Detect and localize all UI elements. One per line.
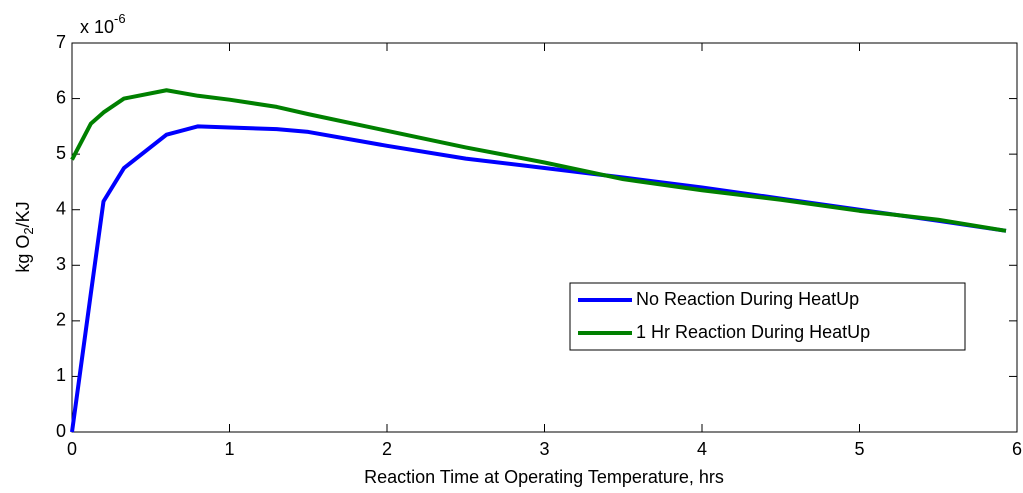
x-tick-label: 4 <box>697 439 707 459</box>
legend-label: No Reaction During HeatUp <box>636 289 859 309</box>
legend-label: 1 Hr Reaction During HeatUp <box>636 322 870 342</box>
y-multiplier: x 10-6 <box>80 11 126 36</box>
y-tick-label: 3 <box>56 254 66 274</box>
y-multiplier-base: x 10 <box>80 17 114 37</box>
y-label-sub: 2 <box>21 227 36 234</box>
x-axis-label: Reaction Time at Operating Temperature, … <box>364 467 724 487</box>
x-tick-label: 6 <box>1012 439 1022 459</box>
y-tick-label: 0 <box>56 421 66 441</box>
x-tick-label: 3 <box>539 439 549 459</box>
y-tick-label: 6 <box>56 87 66 107</box>
x-tick-label: 2 <box>382 439 392 459</box>
y-tick-label: 5 <box>56 143 66 163</box>
legend-box <box>569 282 966 351</box>
y-tick-label: 7 <box>56 32 66 52</box>
y-tick-label: 1 <box>56 365 66 385</box>
y-tick-label: 4 <box>56 198 66 218</box>
y-tick-label: 2 <box>56 310 66 330</box>
y-multiplier-exp: -6 <box>114 11 126 26</box>
x-tick-label: 5 <box>854 439 864 459</box>
x-tick-label: 0 <box>67 439 77 459</box>
y-label-part: kg O <box>13 235 33 273</box>
plot-box <box>71 42 1018 433</box>
y-label-part: /KJ <box>13 201 33 227</box>
y-axis-label: kg O2/KJ <box>13 201 37 272</box>
x-tick-label: 1 <box>224 439 234 459</box>
series-line <box>70 124 1007 433</box>
series-line <box>70 88 1007 233</box>
